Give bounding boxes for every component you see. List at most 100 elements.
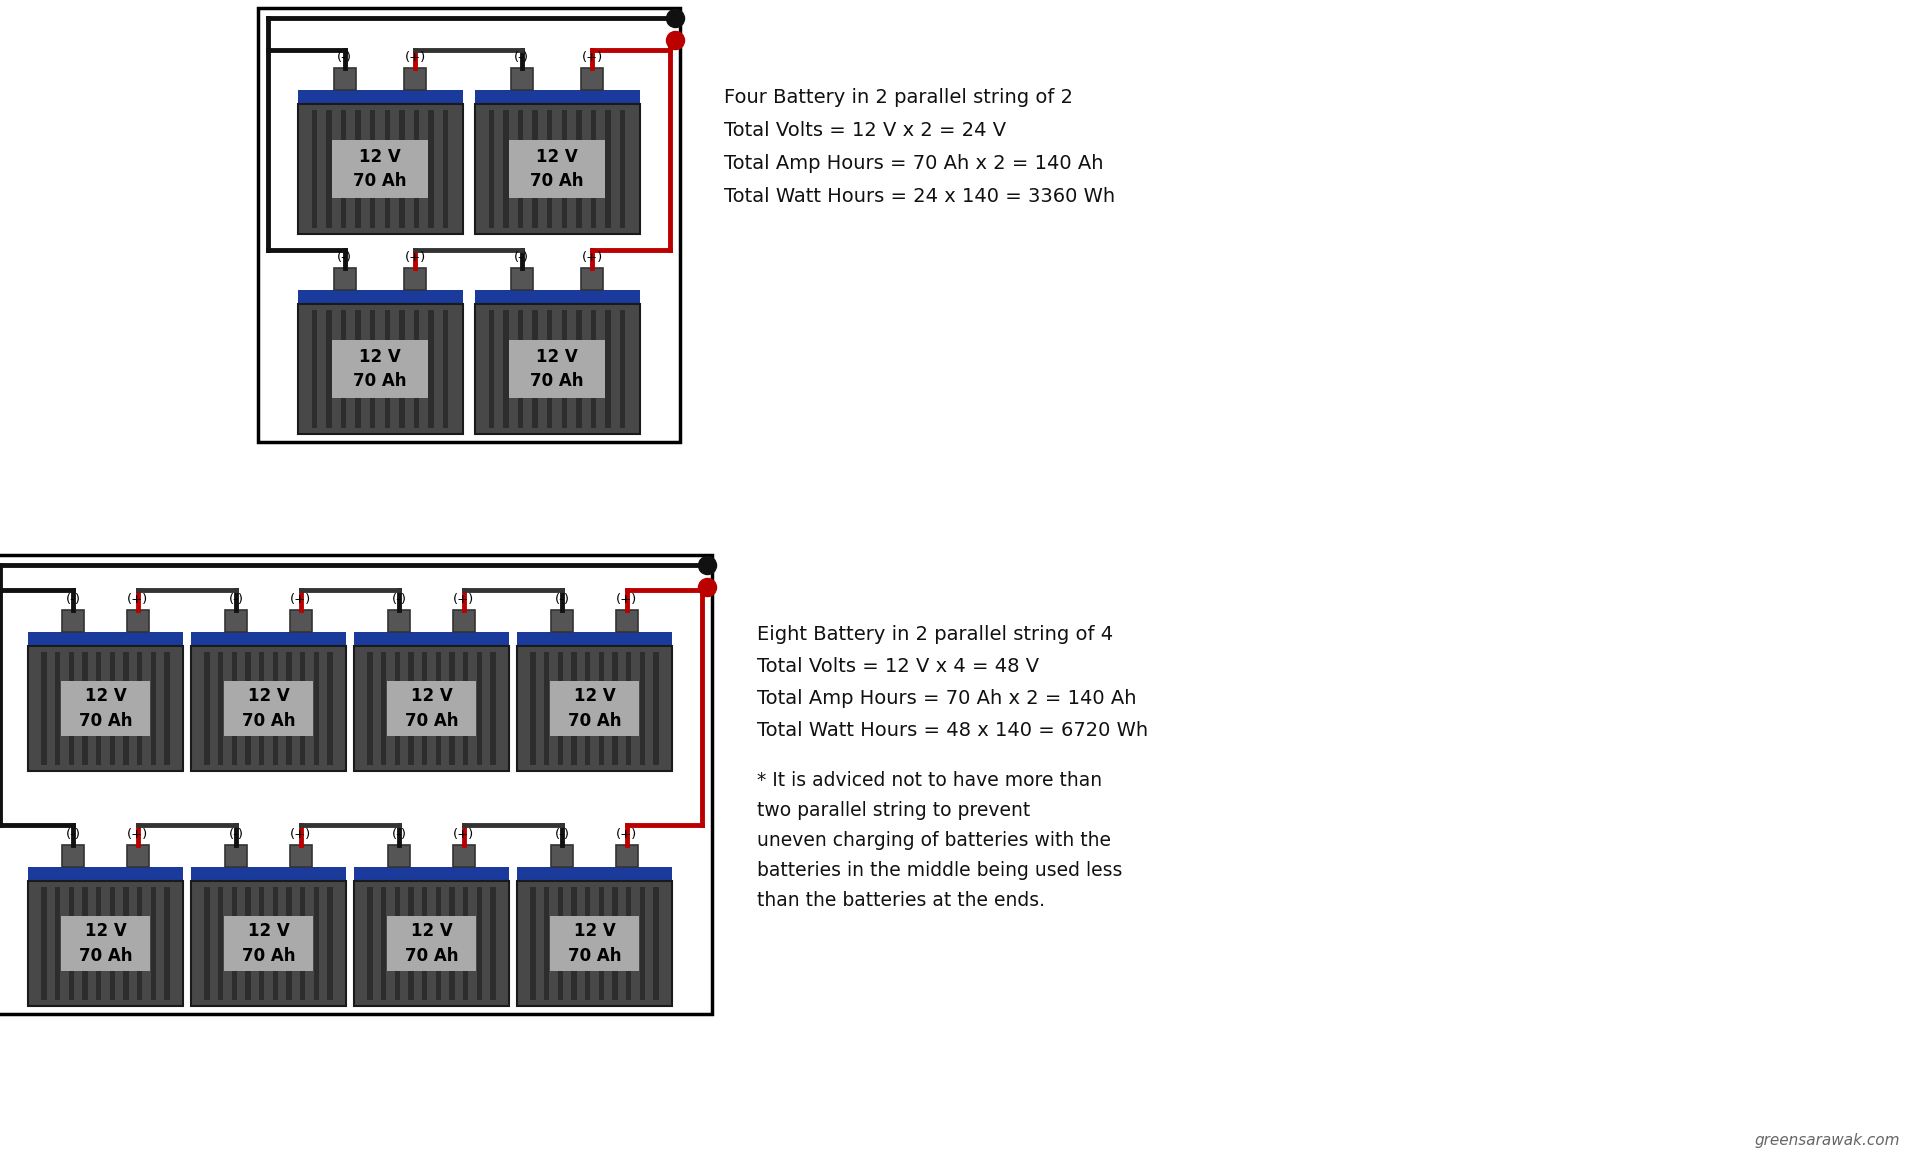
Bar [259, 887, 265, 1000]
Bar [204, 652, 209, 765]
Bar [69, 887, 75, 1000]
Bar [56, 887, 60, 1000]
Bar [353, 881, 509, 1005]
Text: two parallel string to prevent: two parallel string to prevent [756, 801, 1031, 820]
Bar [273, 652, 278, 765]
Text: 12 V
70 Ah: 12 V 70 Ah [530, 347, 584, 390]
Bar [653, 652, 659, 765]
Text: Total Volts = 12 V x 2 = 24 V: Total Volts = 12 V x 2 = 24 V [724, 121, 1006, 140]
Text: 12 V
70 Ah: 12 V 70 Ah [242, 922, 296, 965]
Bar [61, 845, 84, 867]
Bar [326, 652, 332, 765]
Bar [0, 555, 712, 1014]
Bar [620, 310, 626, 428]
Bar [516, 646, 672, 771]
Text: Four Battery in 2 parallel string of 2: Four Battery in 2 parallel string of 2 [724, 88, 1073, 107]
Bar [488, 310, 493, 428]
Bar [532, 310, 538, 428]
Bar [394, 652, 399, 765]
Bar [217, 652, 223, 765]
Text: Total Watt Hours = 24 x 140 = 3360 Wh: Total Watt Hours = 24 x 140 = 3360 Wh [724, 187, 1116, 205]
Bar [61, 682, 150, 736]
Bar [428, 110, 434, 228]
Bar [586, 652, 591, 765]
Bar [453, 845, 474, 867]
Bar [551, 610, 572, 632]
Text: Total Amp Hours = 70 Ah x 2 = 140 Ah: Total Amp Hours = 70 Ah x 2 = 140 Ah [756, 688, 1137, 708]
Text: Total Watt Hours = 48 x 140 = 6720 Wh: Total Watt Hours = 48 x 140 = 6720 Wh [756, 721, 1148, 740]
Bar [29, 867, 182, 881]
Bar [326, 887, 332, 1000]
Text: (-): (-) [65, 593, 81, 606]
Bar [109, 652, 115, 765]
Bar [298, 104, 463, 235]
Bar [298, 290, 463, 304]
Text: (+): (+) [405, 251, 426, 264]
Bar [40, 652, 46, 765]
Bar [591, 310, 597, 428]
Text: 12 V
70 Ah: 12 V 70 Ah [405, 687, 459, 730]
Bar [355, 110, 361, 228]
Bar [286, 652, 292, 765]
Text: 12 V
70 Ah: 12 V 70 Ah [79, 922, 132, 965]
Text: batteries in the middle being used less: batteries in the middle being used less [756, 861, 1123, 880]
Bar [300, 887, 305, 1000]
Bar [463, 652, 468, 765]
Bar [386, 682, 476, 736]
Bar [413, 110, 419, 228]
Bar [582, 68, 603, 91]
Bar [300, 652, 305, 765]
Bar [449, 887, 455, 1000]
Bar [56, 652, 60, 765]
Text: (-): (-) [555, 593, 570, 606]
Bar [547, 310, 553, 428]
Bar [290, 610, 311, 632]
Bar [259, 652, 265, 765]
Bar [286, 887, 292, 1000]
Bar [225, 845, 248, 867]
Bar [547, 110, 553, 228]
Text: (+): (+) [127, 593, 148, 606]
Bar [453, 610, 474, 632]
Bar [639, 652, 645, 765]
Text: uneven charging of batteries with the: uneven charging of batteries with the [756, 831, 1112, 850]
Bar [223, 916, 313, 971]
Bar [40, 887, 46, 1000]
Bar [69, 652, 75, 765]
Bar [405, 268, 426, 290]
Text: (+): (+) [616, 593, 637, 606]
Bar [355, 310, 361, 428]
Bar [572, 652, 576, 765]
Bar [257, 8, 680, 442]
Bar [190, 881, 346, 1005]
Bar [232, 652, 236, 765]
Bar [576, 310, 582, 428]
Bar [653, 887, 659, 1000]
Text: (+): (+) [405, 51, 426, 64]
Text: Total Volts = 12 V x 4 = 48 V: Total Volts = 12 V x 4 = 48 V [756, 657, 1039, 676]
Text: (-): (-) [338, 251, 351, 264]
Bar [509, 140, 605, 197]
Bar [380, 652, 386, 765]
Bar [165, 652, 169, 765]
Bar [576, 110, 582, 228]
Bar [136, 652, 142, 765]
Bar [29, 632, 182, 646]
Text: (+): (+) [290, 593, 311, 606]
Bar [371, 310, 376, 428]
Bar [463, 887, 468, 1000]
Bar [371, 110, 376, 228]
Bar [626, 652, 632, 765]
Bar [557, 652, 563, 765]
Bar [165, 887, 169, 1000]
Bar [599, 652, 605, 765]
Bar [488, 110, 493, 228]
Bar [516, 881, 672, 1005]
Bar [444, 310, 449, 428]
Bar [612, 887, 618, 1000]
Text: 12 V
70 Ah: 12 V 70 Ah [405, 922, 459, 965]
Bar [326, 310, 332, 428]
Bar [367, 887, 372, 1000]
Bar [384, 110, 390, 228]
Bar [386, 916, 476, 971]
